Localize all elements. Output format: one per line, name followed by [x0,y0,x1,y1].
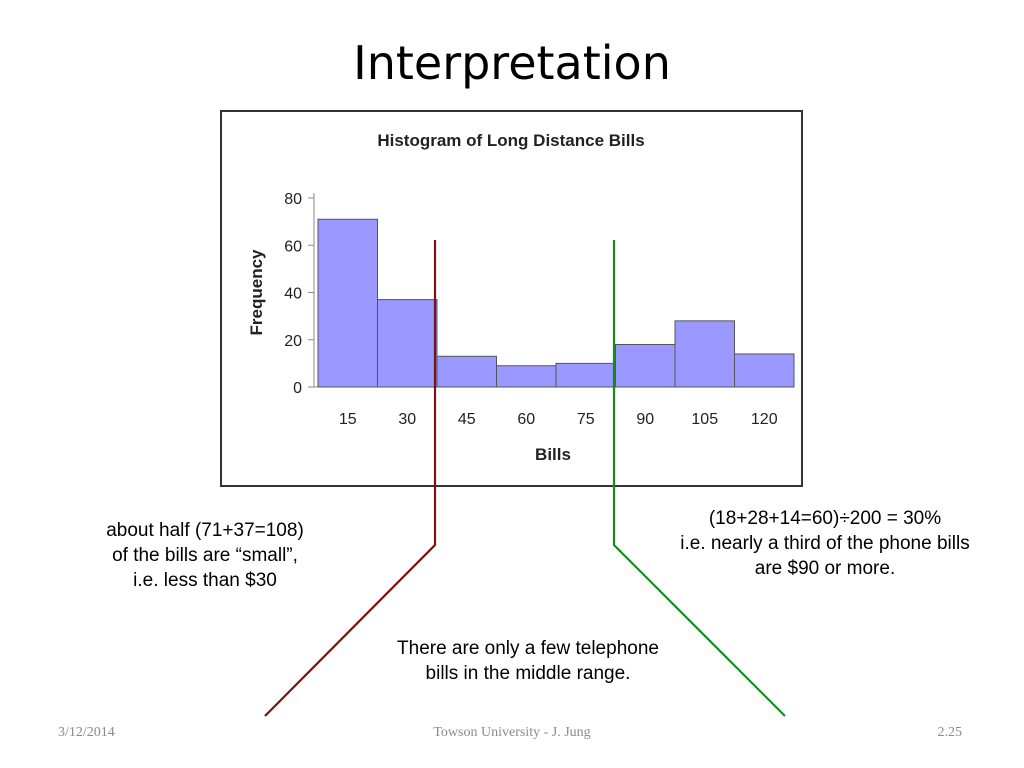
right-annotation-line: are $90 or more. [754,558,896,579]
footer-date: 3/12/2014 [58,725,115,740]
histogram-bar [734,353,795,388]
middle-annotation-line: There are only a few telephone [397,638,659,659]
histogram-bar [555,362,616,388]
left-annotation-line: i.e. less than $30 [133,570,277,591]
slide-title: Interpretation [353,36,671,90]
footer-author: Towson University - J. Jung [433,725,591,740]
middle-annotation: There are only a few telephone bills in … [350,636,706,686]
y-tick-label: 60 [284,238,302,255]
y-tick-label: 20 [284,333,302,350]
y-tick-label: 0 [293,380,302,397]
chart-title: Histogram of Long Distance Bills [377,131,644,150]
footer-page-number: 2.25 [937,725,963,740]
histogram-bar [615,343,676,388]
right-annotation-line: (18+28+14=60)÷200 = 30% [708,508,942,529]
middle-annotation-line: bills in the middle range. [425,663,631,684]
y-tick-labels: 0 20 40 60 80 [284,191,314,397]
left-annotation: about half (71+37=108) of the bills are … [60,518,350,593]
histogram-bar [377,299,438,388]
x-tick-label: 60 [517,411,535,428]
histogram-svg: Histogram of Long Distance Bills Frequen… [247,131,795,464]
left-annotation-line: about half (71+37=108) [106,520,304,541]
x-tick-label: 75 [577,411,595,428]
y-tick-label: 40 [284,286,302,303]
left-annotation-line: of the bills are “small”, [112,545,298,566]
x-tick-label: 15 [339,411,357,428]
histogram-bar [317,218,378,388]
x-tick-label: 30 [398,411,416,428]
x-tick-label: 105 [691,411,718,428]
x-tick-label: 45 [458,411,476,428]
x-tick-label: 90 [636,411,654,428]
histogram-bar [436,355,497,388]
histogram-bar [674,320,735,388]
bars [317,218,795,388]
right-annotation: (18+28+14=60)÷200 = 30% i.e. nearly a th… [630,506,1020,581]
right-annotation-line: i.e. nearly a third of the phone bills [680,533,970,554]
histogram-chart: Histogram of Long Distance Bills Frequen… [220,110,803,487]
x-tick-labels: 15 30 45 60 75 90 105 120 [339,411,778,428]
histogram-bar [496,365,557,388]
x-tick-label: 120 [751,411,778,428]
x-axis-label: Bills [535,445,571,464]
y-axis-label: Frequency [247,249,266,336]
y-tick-label: 80 [284,191,302,208]
